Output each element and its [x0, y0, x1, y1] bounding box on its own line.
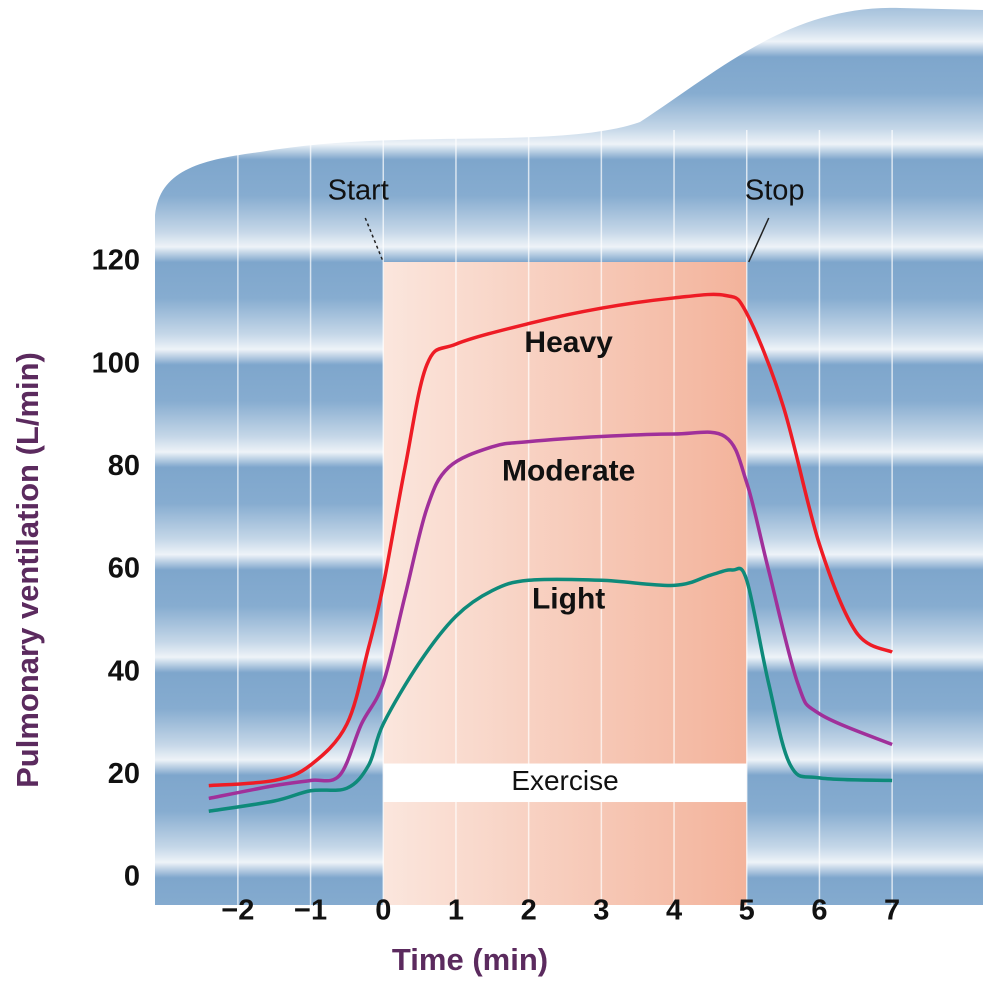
x-tick-label: 0 [375, 895, 391, 927]
x-axis-title: Time (min) [392, 942, 548, 977]
exercise-label: Exercise [511, 765, 618, 796]
y-tick-label: 120 [92, 245, 140, 277]
series-label: Moderate [502, 454, 635, 487]
x-tick-label: 3 [593, 895, 609, 927]
x-tick-label: 4 [666, 895, 682, 927]
y-tick-label: 100 [92, 347, 140, 379]
start-label: Start [328, 175, 389, 207]
y-tick-label: 20 [108, 758, 140, 790]
y-tick-label: 0 [124, 861, 140, 893]
x-tick-label: 6 [811, 895, 827, 927]
y-tick-label: 80 [108, 450, 140, 482]
y-axis-title: Pulmonary ventilation (L/min) [10, 352, 45, 788]
y-tick-label: 60 [108, 553, 140, 585]
x-tick-label: 5 [739, 895, 755, 927]
y-tick-label: 40 [108, 655, 140, 687]
x-tick-label: 7 [884, 895, 900, 927]
series-label: Light [532, 583, 605, 616]
x-tick-label: −2 [221, 895, 254, 927]
chart: Exercise Start Stop 0 20 40 60 80 100 120 −2 −1 0 1 2 3… [0, 0, 983, 987]
stop-label: Stop [745, 175, 805, 207]
series-label: Heavy [524, 326, 613, 359]
x-tick-label: 1 [448, 895, 464, 927]
x-tick-label: −1 [294, 895, 327, 927]
x-tick-label: 2 [521, 895, 537, 927]
